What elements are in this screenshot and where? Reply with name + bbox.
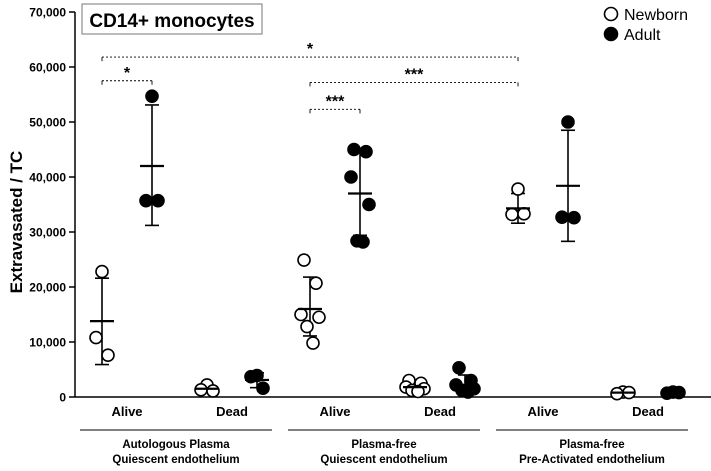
newborn-data-point — [517, 207, 531, 221]
newborn-data-point — [511, 182, 525, 196]
y-tick-label: 60,000 — [29, 61, 66, 75]
newborn-data-point — [95, 264, 109, 279]
y-tick-label: 30,000 — [29, 226, 66, 240]
y-ticks: 0 10,000 20,000 30,000 40,000 50,000 60,000 70,… — [29, 6, 75, 405]
adult-data-point — [344, 170, 358, 184]
newborn-data-point — [309, 276, 323, 290]
newborn-data-point — [89, 330, 103, 345]
adult-data-point — [567, 210, 581, 225]
adult-data-point — [145, 89, 159, 103]
legend: Newborn Adult — [603, 6, 688, 44]
adult-data-point — [151, 193, 165, 208]
x-category-label: Dead — [216, 404, 248, 419]
adult-data-point — [139, 193, 153, 208]
significance-label: * — [307, 41, 314, 58]
y-axis-label: Extravasated / TC — [7, 151, 26, 294]
legend-newborn-label: Newborn — [624, 7, 688, 24]
legend-newborn-marker — [603, 6, 619, 22]
significance-label: * — [124, 65, 131, 82]
x-category-labels: Alive Dead Alive Dead Alive Dead — [111, 404, 663, 419]
group-label-line1: Autologous Plasma — [122, 439, 230, 451]
newborn-data-point — [306, 336, 320, 350]
newborn-data-point — [505, 207, 519, 222]
group-labels: Autologous Plasma Quiescent endothelium Pl… — [80, 429, 688, 466]
newborn-data-point — [101, 348, 115, 363]
y-tick-label: 20,000 — [29, 281, 66, 295]
newborn-data-point — [312, 310, 326, 325]
newborn-data-point — [294, 307, 308, 322]
y-tick-label: 10,000 — [29, 336, 66, 350]
y-tick-label: 0 — [59, 391, 66, 405]
adult-data-point — [256, 381, 270, 396]
x-category-label: Dead — [424, 404, 456, 419]
adult-data-point — [347, 142, 361, 157]
x-category-label: Dead — [632, 404, 664, 419]
group-label-line2: Quiescent endothelium — [112, 454, 239, 466]
x-category-label: Alive — [111, 404, 142, 419]
significance-brackets: ******** — [101, 41, 519, 114]
significance-label: *** — [326, 93, 345, 110]
adult-data-point — [555, 210, 569, 224]
adult-data-point — [359, 144, 373, 159]
adult-data-point — [452, 361, 466, 375]
y-tick-label: 40,000 — [29, 171, 66, 185]
newborn-data-point — [206, 384, 220, 398]
group-label-line2: Pre-Activated endothelium — [519, 454, 665, 466]
newborn-data-point — [297, 253, 311, 267]
data-points — [89, 89, 686, 401]
group-label-line1: Plasma-free — [559, 439, 624, 451]
adult-data-point — [362, 197, 376, 212]
adult-data-point — [461, 385, 475, 399]
x-category-label: Alive — [527, 404, 558, 419]
newborn-data-point — [411, 384, 425, 399]
adult-data-point — [561, 115, 575, 129]
adult-data-point — [356, 235, 370, 249]
legend-adult-label: Adult — [624, 27, 661, 44]
title-box — [81, 3, 263, 35]
significance-label: *** — [405, 66, 424, 83]
newborn-data-point — [300, 319, 314, 334]
y-tick-label: 50,000 — [29, 116, 66, 130]
group-label-line2: Quiescent endothelium — [320, 454, 447, 466]
group-label-line1: Plasma-free — [351, 439, 416, 451]
x-category-label: Alive — [319, 404, 350, 419]
chart-title: CD14+ monocytes — [89, 11, 254, 32]
legend-adult-marker — [603, 26, 619, 42]
y-tick-label: 70,000 — [29, 6, 66, 20]
